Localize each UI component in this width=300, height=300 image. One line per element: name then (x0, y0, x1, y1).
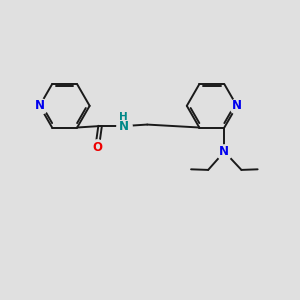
Text: N: N (34, 99, 45, 112)
Text: N: N (232, 99, 242, 112)
Text: N: N (219, 145, 229, 158)
Text: H: H (119, 112, 128, 122)
Text: O: O (92, 141, 102, 154)
Text: N: N (119, 119, 129, 133)
